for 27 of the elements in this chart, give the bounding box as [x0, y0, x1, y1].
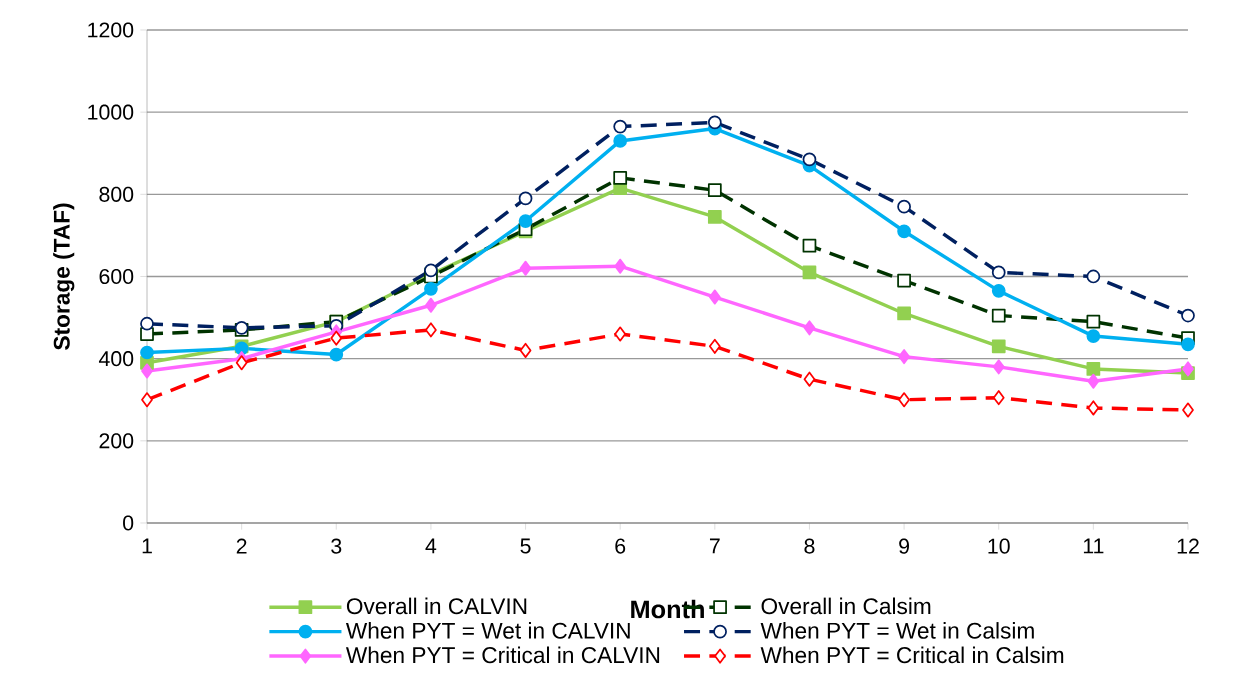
x-tick-label: 2 [236, 538, 247, 554]
x-tick-label: 11 [1083, 538, 1104, 554]
y-tick-label: 200 [99, 433, 134, 449]
y-tick-label: 1200 [88, 22, 134, 38]
x-tick-label: 4 [425, 538, 437, 554]
x-tick-label: 3 [331, 538, 342, 554]
x-tick-label: 12 [1177, 538, 1199, 554]
legend-label: When PYT = Critical in CALVIN [345, 646, 660, 664]
y-tick-label: 400 [98, 351, 134, 367]
x-tick-label: 7 [709, 538, 720, 554]
y-tick-label: 800 [99, 186, 134, 202]
legend-label: When PYT = Wet in CALVIN [345, 622, 630, 639]
legend-label: When PYT = Critical in Calsim [760, 646, 1064, 664]
x-tick-label: 6 [615, 538, 626, 554]
x-tick-label: 8 [804, 538, 815, 554]
y-tick-label: 1000 [88, 104, 134, 120]
legend-label: When PYT = Wet in Calsim [760, 622, 1034, 639]
y-axis-title: Storage (TAF) [53, 203, 75, 350]
x-tick-label: 10 [988, 538, 1010, 554]
legend-label: Overall in Calsim [761, 597, 931, 615]
legend-label: Overall in CALVIN [346, 597, 527, 615]
x-tick-label: 9 [899, 538, 910, 554]
y-tick-label: 600 [99, 268, 134, 285]
x-tick-label: 1 [142, 538, 152, 554]
x-axis-title: Month [631, 599, 704, 619]
x-tick-label: 5 [520, 538, 531, 554]
y-tick-label: 0 [123, 515, 134, 531]
